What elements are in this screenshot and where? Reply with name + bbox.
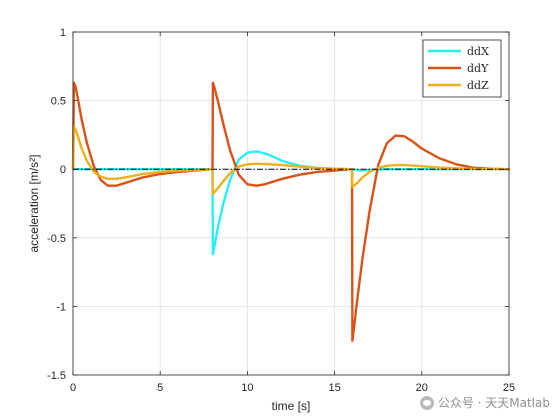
series-line-ddy xyxy=(71,81,511,342)
series-line-ddz xyxy=(71,125,511,196)
legend-label-ddz: ddZ xyxy=(467,79,489,92)
watermark: 公众号 · 天天Matlab xyxy=(419,394,550,411)
y-tick-label: 0 xyxy=(60,164,66,176)
axis-ticks: 0 5 10 15 20 25 -1.5 -1 -0.5 0 0.5 1 xyxy=(47,27,515,394)
y-axis-label: acceleration [m/s²] xyxy=(27,154,41,252)
x-tick-label: 20 xyxy=(416,382,428,394)
wechat-logo-icon xyxy=(419,395,434,410)
x-tick-label: 0 xyxy=(70,382,76,394)
x-tick-label: 5 xyxy=(157,382,163,394)
x-tick-label: 15 xyxy=(328,382,340,394)
y-tick-label: -1.5 xyxy=(47,370,66,382)
y-tick-label: -1 xyxy=(56,301,66,313)
y-tick-label: 0.5 xyxy=(51,96,66,108)
x-tick-label: 25 xyxy=(503,382,515,394)
series-line-ddx xyxy=(71,150,511,256)
x-tick-label: 10 xyxy=(241,382,253,394)
y-tick-label: 1 xyxy=(60,27,66,39)
legend-label-ddx: ddX xyxy=(467,45,489,58)
watermark-text: 公众号 · 天天Matlab xyxy=(437,396,550,410)
legend-label-ddy: ddY xyxy=(467,62,489,75)
legend: ddX ddY ddZ xyxy=(422,39,502,98)
plot-frame xyxy=(72,31,510,376)
series-layer xyxy=(71,81,511,342)
y-tick-label: -0.5 xyxy=(47,233,66,245)
x-axis-label: time [s] xyxy=(272,399,311,413)
